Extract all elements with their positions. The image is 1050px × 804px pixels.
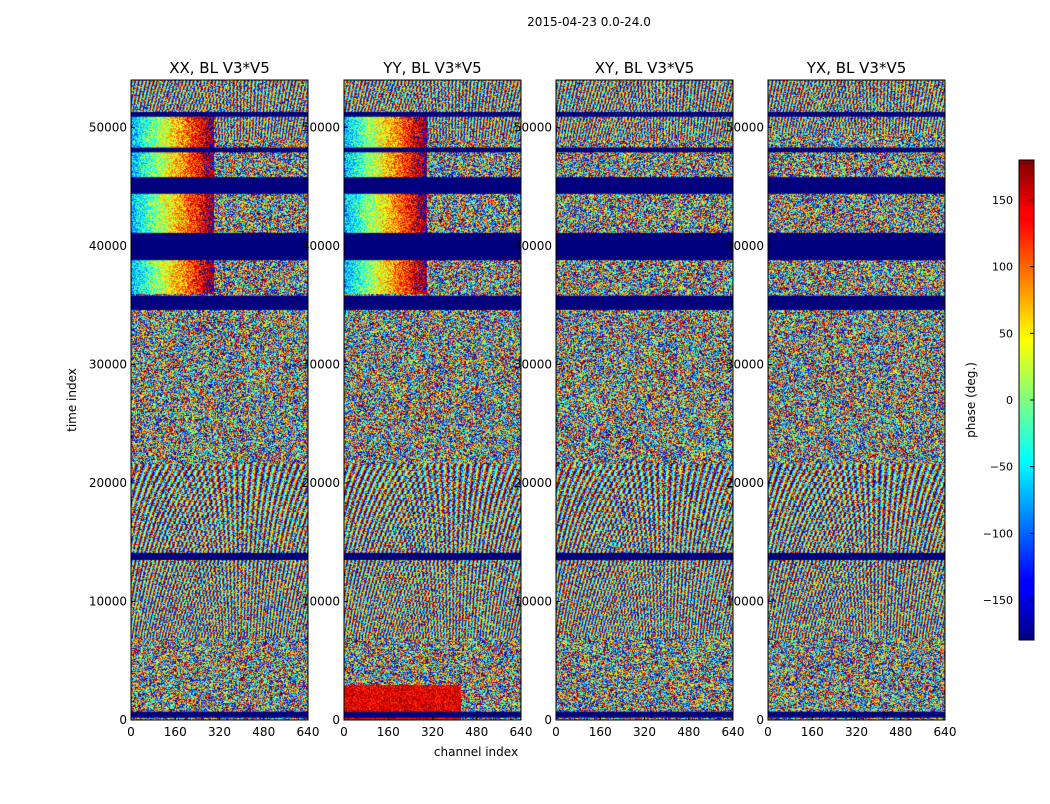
x-tick-label: 0 <box>127 725 135 739</box>
y-tick-label: 20000 <box>302 476 340 490</box>
y-tick-label: 40000 <box>89 239 127 253</box>
colorbar-tick-label: 100 <box>992 261 1013 274</box>
panel-title: XX, BL V3*V5 <box>169 59 270 77</box>
y-tick-label: 20000 <box>726 476 764 490</box>
y-tick-label: 10000 <box>514 594 552 608</box>
x-tick-label: 320 <box>633 725 656 739</box>
y-tick-label: 30000 <box>302 357 340 371</box>
heatmap-xx <box>131 80 308 720</box>
x-tick-label: 640 <box>722 725 745 739</box>
y-tick-label: 30000 <box>514 357 552 371</box>
x-tick-label: 0 <box>552 725 560 739</box>
y-tick-label: 30000 <box>726 357 764 371</box>
y-tick-label: 40000 <box>514 239 552 253</box>
y-tick-label: 10000 <box>726 594 764 608</box>
panel-title: XY, BL V3*V5 <box>595 59 695 77</box>
colorbar-tick-label: 150 <box>992 194 1013 207</box>
y-tick-label: 0 <box>119 713 127 727</box>
y-tick-label: 50000 <box>514 120 552 134</box>
colorbar: 150 100 50 0 −50 −100 −150 phase (deg.) <box>964 159 1035 641</box>
x-tick-label: 160 <box>589 725 612 739</box>
x-tick-label: 480 <box>889 725 912 739</box>
y-tick-label: 0 <box>332 713 340 727</box>
y-axis-label: time index <box>65 368 79 432</box>
colorbar-tick-label: −100 <box>983 527 1013 540</box>
y-tick-label: 40000 <box>726 239 764 253</box>
panel-yx: YX, BL V3*V5 0 160 320 480 640 0 10000 20000 3000… <box>726 59 957 739</box>
panel-xy: XY, BL V3*V5 0 160 320 480 640 0 10000 20000 3000… <box>514 59 745 739</box>
colorbar-tick-label: 50 <box>999 327 1013 340</box>
x-tick-label: 0 <box>340 725 348 739</box>
y-tick-label: 50000 <box>89 120 127 134</box>
x-tick-label: 640 <box>934 725 957 739</box>
panel-title: YX, BL V3*V5 <box>806 59 907 77</box>
x-tick-label: 320 <box>845 725 868 739</box>
x-tick-label: 480 <box>465 725 488 739</box>
panel-title: YY, BL V3*V5 <box>382 59 481 77</box>
heatmap-xy <box>556 80 733 720</box>
colorbar-tick-label: −50 <box>990 461 1013 474</box>
colorbar-tick-label: −150 <box>983 594 1013 607</box>
y-tick-label: 10000 <box>302 594 340 608</box>
x-tick-label: 160 <box>801 725 824 739</box>
heatmap-yx <box>768 80 945 720</box>
panel-yy: YY, BL V3*V5 0 160 320 480 640 0 10000 20000 3000… <box>302 59 533 739</box>
x-tick-label: 320 <box>421 725 444 739</box>
x-tick-label: 640 <box>510 725 533 739</box>
y-tick-label: 30000 <box>89 357 127 371</box>
x-tick-label: 160 <box>164 725 187 739</box>
y-tick-label: 50000 <box>726 120 764 134</box>
y-tick-label: 50000 <box>302 120 340 134</box>
colorbar-tick-label: 0 <box>1006 394 1013 407</box>
y-tick-label: 0 <box>756 713 764 727</box>
y-tick-label: 40000 <box>302 239 340 253</box>
x-axis-label: channel index <box>434 745 518 759</box>
y-tick-label: 0 <box>544 713 552 727</box>
y-tick-label: 20000 <box>514 476 552 490</box>
x-tick-label: 480 <box>677 725 700 739</box>
figure-suptitle: 2015-04-23 0.0-24.0 <box>527 15 651 29</box>
x-tick-label: 640 <box>297 725 320 739</box>
x-tick-label: 320 <box>208 725 231 739</box>
x-tick-label: 160 <box>377 725 400 739</box>
x-tick-label: 0 <box>764 725 772 739</box>
y-tick-label: 20000 <box>89 476 127 490</box>
colorbar-label: phase (deg.) <box>964 362 978 438</box>
panel-xx: XX, BL V3*V5 0 160 320 480 640 0 10000 20000 3000… <box>89 59 320 739</box>
x-tick-label: 480 <box>252 725 275 739</box>
y-tick-label: 10000 <box>89 594 127 608</box>
heatmap-yy <box>344 80 521 720</box>
